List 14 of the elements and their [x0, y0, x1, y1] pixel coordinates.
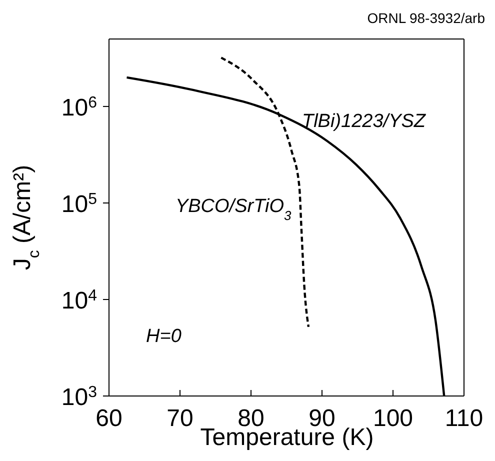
- series-label: TlBi)1223/YSZ: [302, 110, 427, 132]
- x-tick-label: 60: [96, 405, 122, 432]
- x-tick-label: 70: [166, 405, 194, 432]
- y-tick-label: 10$^{5}$: [61, 190, 98, 218]
- y-tick-label: 10$^{4}$: [61, 286, 98, 314]
- x-tick-label: 110: [444, 405, 484, 432]
- text: ORNL 98-3932/arb: [367, 10, 485, 26]
- x-tick-label: 90: [308, 405, 336, 432]
- x-tick-label: 80: [238, 405, 264, 432]
- series-label: YBCO/SrTiO$_{3}$: [175, 196, 292, 222]
- y-tick-label: 10$^{6}$: [61, 94, 98, 122]
- y-tick-label: 10$^{3}$: [61, 384, 98, 411]
- annotation: H=0: [146, 326, 182, 348]
- x-tick-label: 100: [372, 405, 414, 432]
